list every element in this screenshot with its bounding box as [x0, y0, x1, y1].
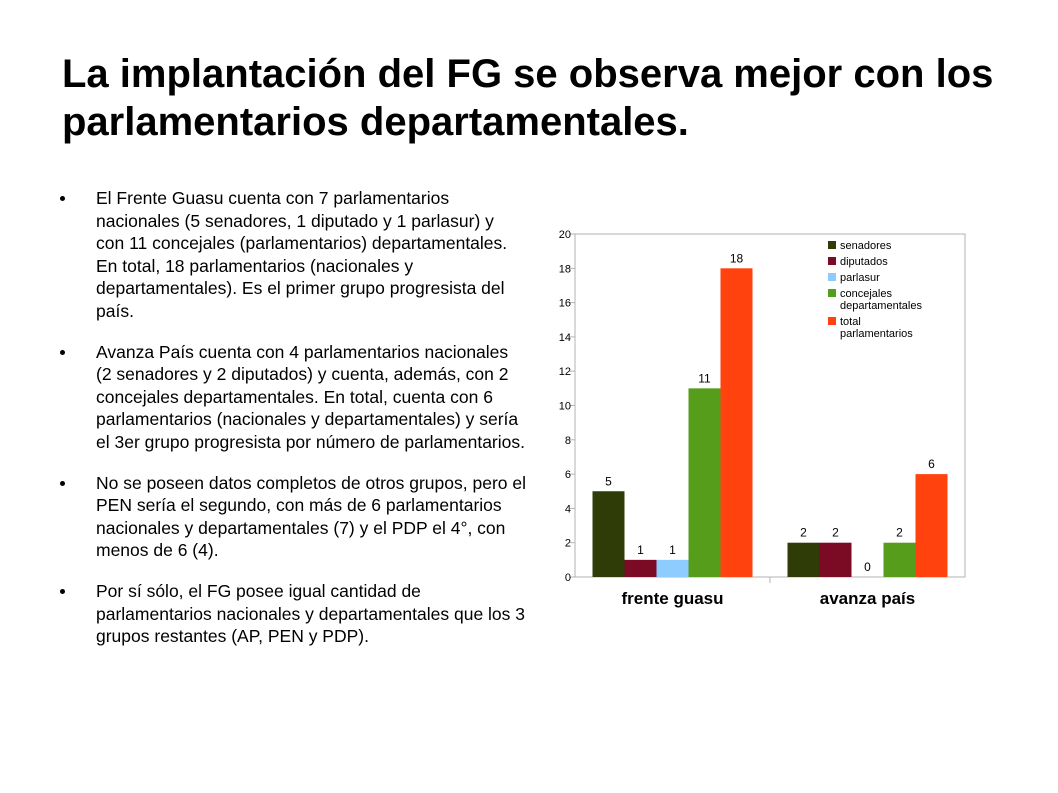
bullet-text: El Frente Guasu cuenta con 7 parlamentar… — [96, 188, 508, 321]
bar-1-1 — [819, 542, 852, 577]
data-label: 6 — [928, 457, 935, 471]
bullet-dot-icon — [60, 588, 65, 594]
legend-swatch — [828, 273, 836, 281]
legend-label: senadores — [840, 240, 892, 252]
bar-chart: 0 2 4 6 8 10 12 14 16 18 20 5 1 1 11 18 frente guasu 2 2 0 2… — [530, 216, 980, 616]
x-category-label: avanza país — [820, 589, 915, 608]
bullet-item: Por sí sólo, el FG posee igual cantidad … — [56, 580, 526, 648]
data-label: 5 — [605, 474, 612, 488]
legend-label: diputados — [840, 256, 888, 268]
data-label: 2 — [800, 526, 807, 540]
bullet-dot-icon — [60, 480, 65, 486]
y-tick-label: 0 — [565, 572, 571, 584]
bar-0-0 — [592, 491, 625, 577]
bullet-item: No se poseen datos completos de otros gr… — [56, 472, 526, 562]
bullet-list: El Frente Guasu cuenta con 7 parlamentar… — [56, 187, 526, 666]
legend-swatch — [828, 241, 836, 249]
y-tick-label: 20 — [559, 229, 571, 241]
legend-swatch — [828, 317, 836, 325]
legend-label: total — [840, 316, 861, 328]
x-category-label: frente guasu — [621, 589, 723, 608]
legend-label: parlamentarios — [840, 328, 913, 340]
bar-0-2 — [656, 559, 689, 577]
legend-label: departamentales — [840, 300, 922, 312]
y-tick-label: 4 — [565, 503, 571, 515]
data-label: 1 — [637, 543, 644, 557]
y-tick-label: 6 — [565, 469, 571, 481]
legend-swatch — [828, 289, 836, 297]
bar-0-4 — [720, 268, 753, 577]
y-tick-label: 8 — [565, 435, 571, 447]
legend-swatch — [828, 257, 836, 265]
bar-1-4 — [915, 474, 948, 577]
data-label: 18 — [730, 251, 744, 265]
y-tick-label: 18 — [559, 263, 571, 275]
data-label: 0 — [864, 560, 871, 574]
y-tick-label: 12 — [559, 366, 571, 378]
legend-label: parlasur — [840, 272, 880, 284]
legend-label: concejales — [840, 288, 892, 300]
y-tick-label: 2 — [565, 538, 571, 550]
y-tick-label: 16 — [559, 298, 571, 310]
bullet-text: No se poseen datos completos de otros gr… — [96, 472, 526, 561]
bar-0-1 — [624, 559, 657, 577]
bullet-item: El Frente Guasu cuenta con 7 parlamentar… — [56, 187, 526, 323]
bullet-item: Avanza País cuenta con 4 parlamentarios … — [56, 341, 526, 454]
bullet-text: Avanza País cuenta con 4 parlamentarios … — [96, 341, 525, 452]
data-label: 2 — [832, 526, 839, 540]
bullet-dot-icon — [60, 349, 65, 355]
slide-title: La implantación del FG se observa mejor … — [62, 52, 994, 144]
data-label: 11 — [698, 371, 711, 385]
bar-1-3 — [883, 542, 916, 577]
bar-0-3 — [688, 388, 721, 577]
data-label: 1 — [669, 543, 676, 557]
data-label: 2 — [896, 526, 903, 540]
bar-1-0 — [787, 542, 820, 577]
y-tick-label: 10 — [559, 401, 571, 413]
y-tick-label: 14 — [559, 332, 571, 344]
bullet-text: Por sí sólo, el FG posee igual cantidad … — [96, 580, 526, 647]
plot-area — [574, 233, 966, 578]
bullet-dot-icon — [60, 196, 65, 201]
